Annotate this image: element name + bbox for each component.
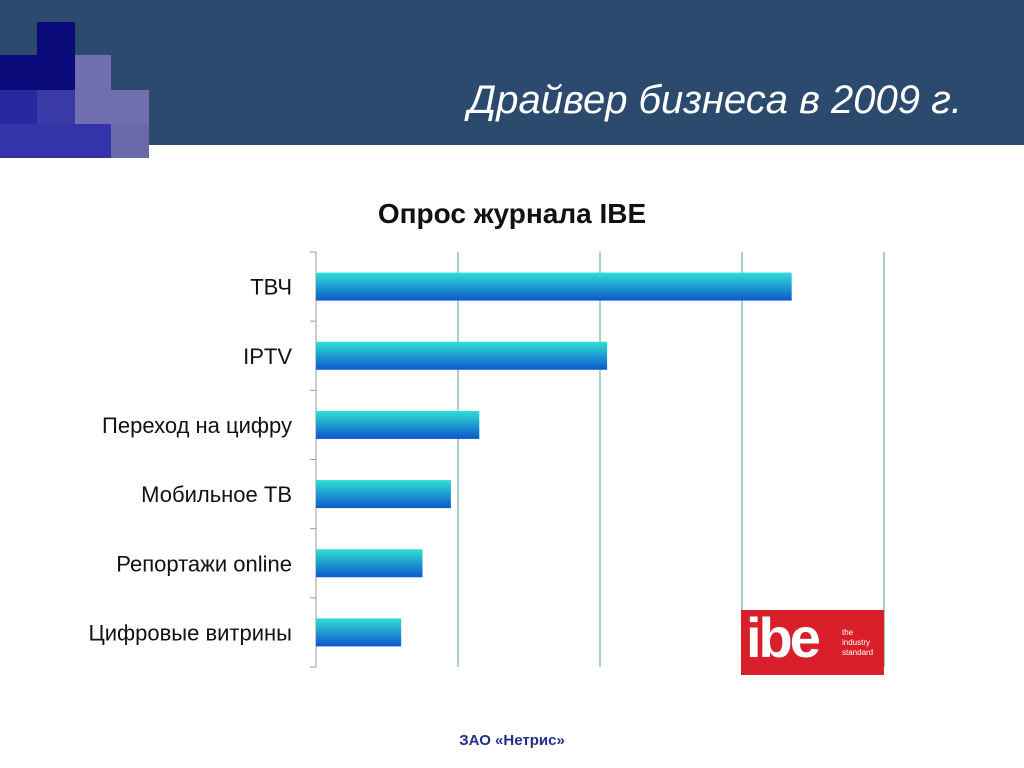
category-label: ТВЧ <box>250 275 292 300</box>
category-label: Мобильное ТВ <box>141 482 292 507</box>
category-label: Переход на цифру <box>102 413 292 438</box>
logo-tagline-line: industry <box>842 638 871 647</box>
logo-tagline-line: the <box>842 628 854 637</box>
logo-tagline: the industry standard <box>842 628 884 658</box>
bar <box>316 341 608 370</box>
bar <box>316 618 402 647</box>
bar <box>316 480 451 509</box>
chart-title: Опрос журнала IBE <box>377 198 647 229</box>
category-label: Репортажи online <box>116 551 292 576</box>
bar <box>316 410 480 439</box>
ibe-logo: ibe the industry standard <box>741 606 884 675</box>
slide-title: Драйвер бизнеса в 2009 г. <box>468 78 962 122</box>
header-band <box>0 0 1024 145</box>
category-label: IPTV <box>243 344 292 369</box>
logo-word: ibe <box>746 606 821 669</box>
logo-tagline-line: standard <box>842 648 874 657</box>
footer-company: ЗАО «Нетрис» <box>459 732 565 749</box>
bar <box>316 549 423 578</box>
category-label: Цифровые витрины <box>88 620 292 645</box>
bar <box>316 272 792 301</box>
